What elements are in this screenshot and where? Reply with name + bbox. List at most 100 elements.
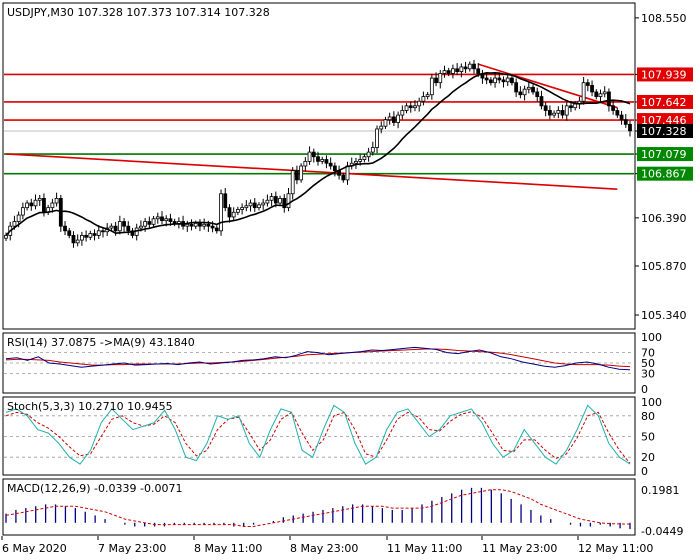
- candle: [290, 167, 295, 200]
- candle: [628, 120, 632, 137]
- candle: [25, 200, 29, 211]
- price-moving-average-line: [5, 71, 631, 236]
- candle: [147, 216, 152, 229]
- candle: [311, 148, 316, 163]
- candle: [71, 231, 76, 248]
- candle: [539, 90, 544, 110]
- candle: [531, 84, 535, 95]
- candle: [547, 105, 552, 120]
- candle: [421, 91, 426, 106]
- candle: [417, 97, 422, 112]
- candle: [67, 228, 72, 239]
- candle: [261, 198, 266, 210]
- candle: [370, 141, 375, 156]
- candle: [611, 100, 616, 115]
- candle: [122, 218, 126, 232]
- candle: [564, 102, 569, 121]
- rsi-tick-2: 50: [641, 357, 655, 370]
- candle: [198, 219, 202, 232]
- candle: [88, 230, 93, 241]
- price-levels: [4, 73, 634, 175]
- candle: [151, 215, 156, 228]
- candle: [535, 87, 540, 102]
- price-tick-label: 107.446: [641, 114, 687, 127]
- candle: [615, 107, 620, 118]
- candle: [96, 225, 101, 239]
- candle: [307, 146, 312, 165]
- macd-histogram: [5, 487, 631, 530]
- candle: [379, 121, 384, 134]
- candle: [75, 234, 80, 247]
- price-tick-4: 107.328: [635, 124, 693, 139]
- candle: [130, 228, 135, 239]
- candle: [84, 230, 89, 242]
- candle: [92, 229, 97, 241]
- stoch-tick-3: 20: [641, 451, 655, 464]
- price-tick-label: 106.867: [641, 168, 687, 181]
- candle: [324, 155, 329, 169]
- candle: [408, 101, 413, 113]
- macd-tick-0: 0.1981: [641, 484, 680, 497]
- price-tick-label: 105.340: [641, 309, 687, 322]
- candle: [598, 89, 603, 102]
- stoch-tick-4: 0: [641, 465, 648, 478]
- macd-panel-title: MACD(12,26,9) -0.0339 -0.0071: [7, 482, 182, 495]
- stoch-panel-title: Stoch(5,3,3) 10.2710 10.9455: [7, 400, 173, 413]
- rsi-panel: RSI(14) 37.0875 ->MA(9) 43.1840 100 70503…: [2, 331, 662, 396]
- candle: [510, 75, 514, 86]
- macd-tick-1: -0.0449: [641, 525, 683, 538]
- candle: [155, 212, 160, 224]
- candle: [252, 198, 257, 212]
- price-tick-2: 107.642: [635, 94, 693, 109]
- candle: [101, 227, 105, 238]
- candle: [497, 72, 502, 84]
- stoch-signal-line: [5, 411, 631, 464]
- candle: [404, 103, 409, 114]
- candle: [590, 80, 594, 97]
- trend-line-1: [477, 63, 618, 109]
- candle: [4, 232, 8, 241]
- candle: [354, 157, 358, 169]
- time-tick-1: 7 May 23:00: [98, 542, 166, 555]
- price-tick-9: 105.340: [635, 309, 687, 322]
- trend-line-0: [5, 153, 618, 190]
- candle: [455, 63, 460, 76]
- price-tick-6: 106.867: [635, 166, 693, 181]
- time-axis: 6 May 2020 7 May 23:00 8 May 11:00 8 May 23…: [1, 536, 653, 555]
- candle: [438, 69, 443, 89]
- candle: [459, 63, 464, 78]
- candle: [522, 85, 527, 101]
- candle: [442, 65, 447, 78]
- candle: [117, 215, 122, 235]
- candle: [189, 219, 194, 231]
- candle: [484, 73, 489, 85]
- time-tick-4: 11 May 11:00: [387, 542, 462, 555]
- candle: [594, 89, 599, 100]
- candle: [396, 111, 401, 129]
- candle: [332, 162, 337, 177]
- candle: [79, 231, 84, 246]
- stoch-main-line: [5, 404, 631, 465]
- candle: [514, 78, 519, 97]
- price-tick-5: 107.079: [635, 147, 693, 162]
- candle: [303, 157, 308, 171]
- macd-y-axis: 0.1981 -0.0449: [641, 484, 683, 538]
- candle: [37, 194, 42, 206]
- candle: [446, 67, 451, 77]
- candle: [240, 203, 245, 215]
- stoch-tick-1: 80: [641, 410, 655, 423]
- macd-signal-line: [5, 489, 631, 527]
- price-panel-title: USDJPY,M30 107.328 107.373 107.314 107.3…: [7, 6, 270, 19]
- candle: [328, 157, 333, 170]
- time-tick-2: 8 May 11:00: [194, 542, 262, 555]
- candle: [295, 165, 299, 185]
- candle: [581, 76, 586, 105]
- candle: [265, 194, 270, 207]
- macd-panel-frame: [2, 478, 636, 536]
- candle: [160, 211, 164, 225]
- candle: [451, 64, 455, 79]
- time-tick-0: 6 May 2020: [2, 542, 67, 555]
- time-tick-6: 12 May 11:00: [578, 542, 653, 555]
